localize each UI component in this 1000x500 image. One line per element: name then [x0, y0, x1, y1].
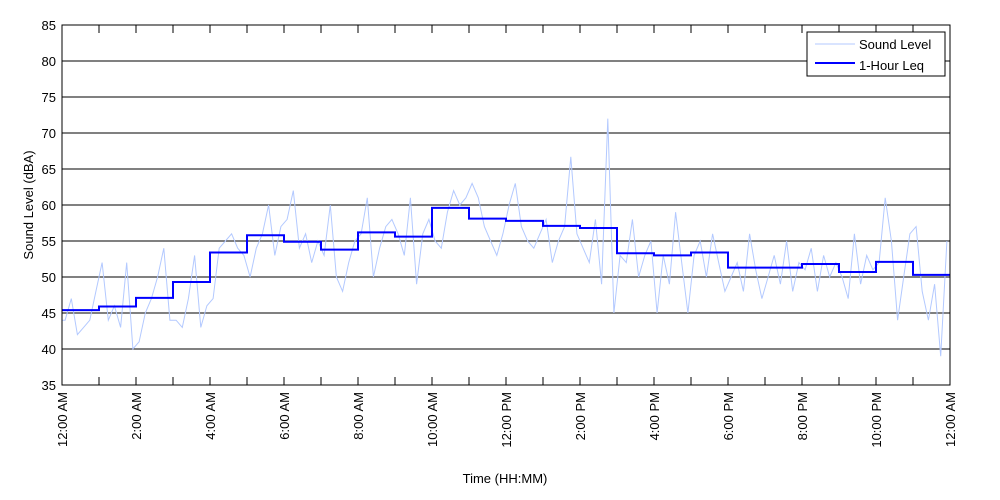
y-tick-label: 40 [42, 342, 56, 357]
x-tick-label: 10:00 PM [869, 392, 884, 448]
y-tick-label: 85 [42, 18, 56, 33]
legend-box [806, 31, 946, 77]
gridlines [62, 60, 950, 350]
y-tick-label: 50 [42, 270, 56, 285]
sound-level-line [62, 118, 948, 357]
x-tick-label: 8:00 AM [351, 392, 366, 440]
legend-label-sound-level: Sound Level [859, 37, 931, 52]
y-tick-label: 60 [42, 198, 56, 213]
x-tick-label: 4:00 AM [203, 392, 218, 440]
x-tick-label: 10:00 AM [425, 392, 440, 447]
series-layer [62, 118, 950, 357]
legend-label-leq: 1-Hour Leq [859, 58, 924, 73]
y-tick-label: 65 [42, 162, 56, 177]
x-tick-label: 4:00 PM [647, 392, 662, 440]
legend: Sound Level 1-Hour Leq [806, 31, 946, 77]
y-tick-label: 55 [42, 234, 56, 249]
x-tick-label: 12:00 PM [499, 392, 514, 448]
leq-step-line [62, 206, 950, 312]
plot-frame [61, 24, 951, 386]
y-axis-title: Sound Level (dBA) [21, 150, 36, 259]
y-tick-label: 45 [42, 306, 56, 321]
x-tick-label: 6:00 PM [721, 392, 736, 440]
y-tick-label: 70 [42, 126, 56, 141]
y-tick-label: 80 [42, 54, 56, 69]
x-tick-label: 2:00 PM [573, 392, 588, 440]
x-axis-title: Time (HH:MM) [463, 471, 548, 486]
axes: 35 40 45 50 55 60 65 70 75 80 85 12:00 AM 2:00 AM 4:0… [42, 18, 958, 448]
x-tick-label: 2:00 AM [129, 392, 144, 440]
x-tick-label: 12:00 AM [943, 392, 958, 447]
x-tick-label: 8:00 PM [795, 392, 810, 440]
x-tick-label: 12:00 AM [55, 392, 70, 447]
y-tick-label: 75 [42, 90, 56, 105]
x-tick-label: 6:00 AM [277, 392, 292, 440]
y-tick-label: 35 [42, 378, 56, 393]
